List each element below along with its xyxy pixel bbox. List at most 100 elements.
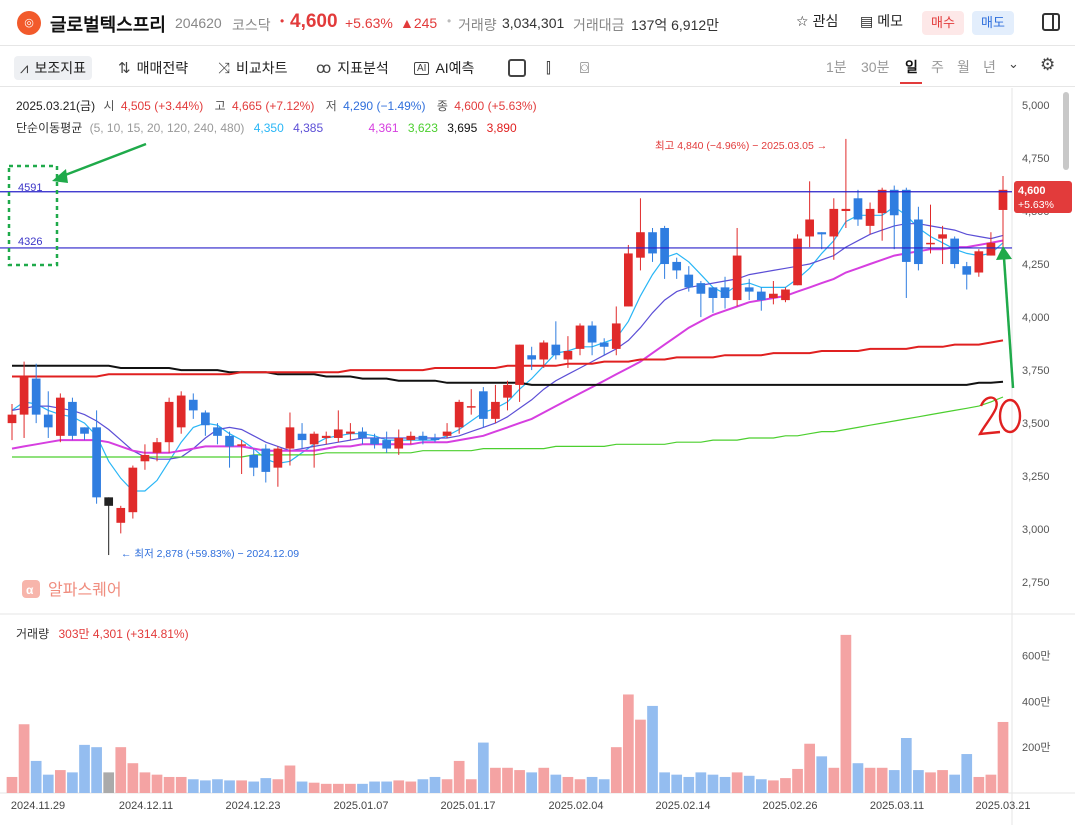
volume-bar bbox=[260, 778, 272, 793]
sell-button[interactable]: 매도 bbox=[972, 11, 1014, 35]
candle-body bbox=[599, 342, 609, 347]
star-icon: ☆ bbox=[796, 12, 809, 29]
candle-body bbox=[394, 437, 404, 449]
memo-button[interactable]: ▤ 메모 bbox=[860, 11, 903, 31]
price-tick-label: 4,000 bbox=[1022, 312, 1050, 324]
ma10-value: 4,385 bbox=[293, 121, 323, 135]
candle-body bbox=[491, 401, 500, 419]
volume-bar bbox=[719, 776, 731, 793]
timeframe-year[interactable]: 년 bbox=[983, 59, 996, 75]
volume-bar bbox=[417, 779, 429, 793]
ma480-line bbox=[12, 339, 1004, 378]
volume-bar bbox=[876, 767, 888, 793]
candle-body bbox=[769, 293, 778, 298]
side-panel-icon[interactable] bbox=[1042, 13, 1060, 31]
drawing-button[interactable] bbox=[508, 56, 526, 80]
volume-bar bbox=[840, 634, 852, 793]
volume-bar bbox=[91, 747, 102, 793]
strategy-button[interactable]: ⇅ 매매전략 bbox=[118, 56, 188, 80]
volume-value: 3,034,301 bbox=[502, 15, 565, 31]
price-tag-value: 4,600 bbox=[1018, 185, 1046, 197]
volume-value-text: 303만 4,301 (+314.81%) bbox=[58, 627, 188, 641]
volume-bar bbox=[514, 770, 525, 793]
gear-icon[interactable]: ⚙ bbox=[1040, 55, 1056, 74]
stock-header: ◎ 글로벌텍스프리 204620 코스닥 • 4,600 +5.63% ▲245… bbox=[0, 0, 1075, 46]
timeframe-day[interactable]: 일 bbox=[905, 59, 918, 75]
volume-bar bbox=[284, 765, 296, 793]
volume-bar bbox=[272, 779, 284, 793]
candle-type-button[interactable]: ⫿ bbox=[546, 56, 551, 80]
high-label: 고 bbox=[215, 99, 226, 113]
candle-body bbox=[19, 376, 29, 415]
ma-label: 단순이동평균 bbox=[16, 121, 82, 135]
candle-body bbox=[213, 427, 222, 436]
volume-bar bbox=[635, 719, 646, 793]
buy-button[interactable]: 매수 bbox=[922, 11, 964, 35]
scrollbar-thumb[interactable] bbox=[1063, 92, 1069, 170]
timeframe-30min[interactable]: 30분 bbox=[861, 59, 890, 75]
candle-body bbox=[370, 437, 379, 445]
date-tick-label: 2025.03.11 bbox=[870, 800, 924, 812]
volume-bar bbox=[755, 779, 767, 793]
candle-body bbox=[720, 287, 730, 298]
candle-body bbox=[478, 391, 488, 419]
green-arrowhead-right bbox=[996, 246, 1012, 260]
volume-bar bbox=[937, 770, 948, 793]
volume-bar bbox=[526, 772, 538, 793]
candle-body bbox=[672, 261, 682, 271]
candle-body bbox=[539, 342, 549, 360]
volume-tick-label: 200만 bbox=[1022, 741, 1050, 754]
volume-bar bbox=[586, 776, 598, 793]
change-percent: +5.63% bbox=[345, 15, 393, 31]
screenshot-button[interactable]: ⌼ bbox=[580, 56, 589, 80]
memo-icon: ▤ bbox=[860, 12, 874, 29]
watch-button[interactable]: ☆ 관심 bbox=[796, 11, 838, 31]
candle-body bbox=[901, 189, 911, 262]
volume-bar bbox=[405, 781, 417, 793]
dashed-highlight-box bbox=[7, 164, 59, 267]
analysis-button[interactable]: ꝏ 지표분석 bbox=[316, 56, 389, 80]
timeframe-month[interactable]: 월 bbox=[957, 59, 970, 75]
volume-bar bbox=[949, 774, 961, 793]
watermark-logo-glyph: α bbox=[26, 583, 34, 597]
volume-bar bbox=[115, 747, 127, 793]
candlestick-icon: ⫿ bbox=[546, 59, 551, 77]
candle-body bbox=[418, 435, 428, 441]
candle-body bbox=[732, 255, 742, 301]
volume-bar bbox=[187, 779, 199, 793]
open-value: 4,505 (+3.44%) bbox=[121, 99, 203, 113]
watermark: 알파스퀘어 bbox=[48, 581, 122, 599]
candle-body bbox=[624, 253, 633, 307]
ma20-line bbox=[11, 239, 1004, 454]
volume-bar bbox=[477, 742, 489, 793]
volume-bar bbox=[127, 763, 139, 793]
selected-timeframe-underline bbox=[900, 82, 922, 84]
volume-bar bbox=[429, 776, 441, 793]
price-tick-label: 3,500 bbox=[1022, 418, 1050, 430]
volume-bar bbox=[103, 772, 115, 793]
stock-chart[interactable]: 2025.03.21(금) 시 4,505 (+3.44%) 고 4,665 (… bbox=[0, 88, 1075, 825]
volume-bar bbox=[574, 779, 586, 793]
date-axis: 2024.11.29 2024.12.11 2024.12.23 2025.01.07… bbox=[11, 800, 1031, 812]
chevron-down-icon[interactable]: ⌄ bbox=[1008, 56, 1019, 71]
volume-bar bbox=[695, 772, 707, 793]
indicators-label: 보조지표 bbox=[34, 60, 86, 76]
watermark-logo-icon bbox=[22, 580, 40, 598]
company-logo-icon: ◎ bbox=[17, 11, 41, 35]
timeframe-1min[interactable]: 1분 bbox=[826, 59, 847, 75]
volume-bar bbox=[212, 779, 223, 793]
ma240-value: 3,695 bbox=[447, 121, 477, 135]
indicators-button[interactable]: ⩘ 보조지표 bbox=[14, 56, 92, 80]
ai-button[interactable]: AI AI예측 bbox=[414, 56, 474, 80]
date-tick-label: 2024.11.29 bbox=[11, 800, 65, 812]
compare-button[interactable]: ⤨ 비교차트 bbox=[218, 56, 288, 80]
timeframe-week[interactable]: 주 bbox=[931, 59, 944, 75]
volume-bar bbox=[828, 767, 840, 793]
volume-bar bbox=[985, 774, 997, 793]
market-name: 코스닥 bbox=[232, 17, 271, 33]
ma-periods: (5, 10, 15, 20, 120, 240, 480) bbox=[90, 121, 245, 135]
volume-bar bbox=[538, 767, 550, 793]
stock-name[interactable]: 글로벌텍스프리 bbox=[50, 15, 166, 35]
volume-bar bbox=[248, 781, 260, 793]
candle-body bbox=[817, 232, 827, 235]
